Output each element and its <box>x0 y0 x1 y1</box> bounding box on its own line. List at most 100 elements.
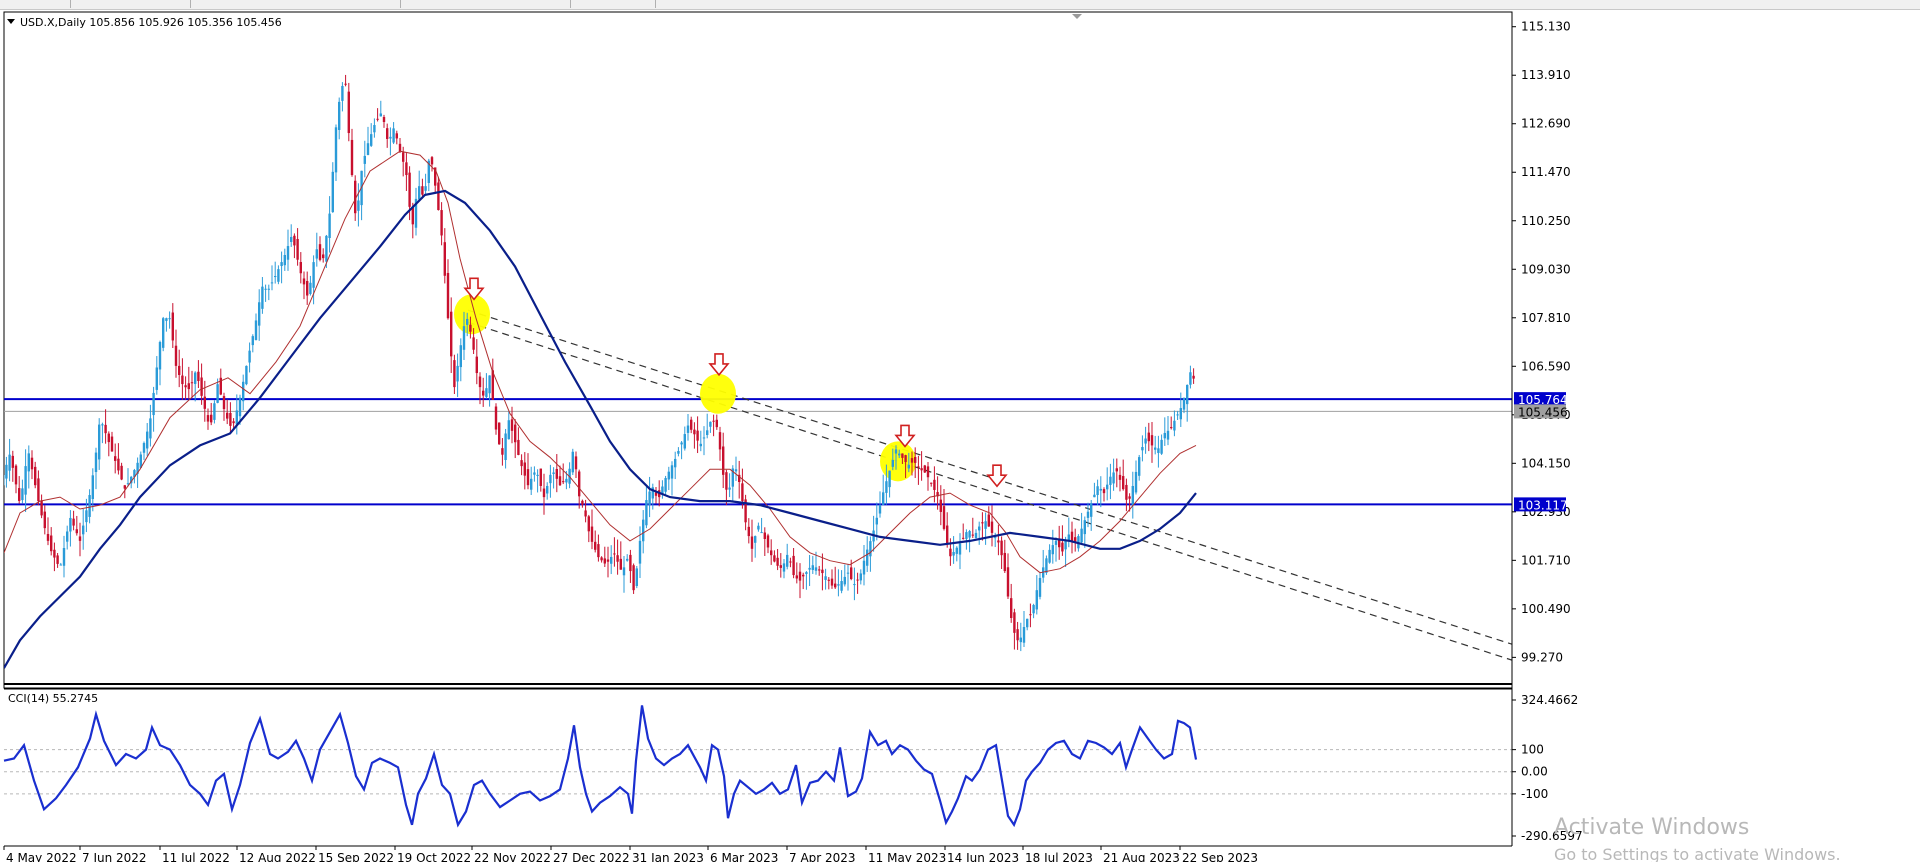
candle-up <box>907 464 910 469</box>
candle-down <box>914 456 917 463</box>
candle-up <box>248 350 251 363</box>
candle-down <box>587 516 590 532</box>
candle-up <box>462 326 466 350</box>
date-tick-label: 21 Aug 2023 <box>1103 851 1180 862</box>
candle-up <box>1048 549 1051 563</box>
candle-up <box>622 567 626 576</box>
cci-caption: CCI(14) 55.2745 <box>8 692 98 705</box>
candle-up <box>1032 605 1035 614</box>
candle-down <box>469 324 472 332</box>
candle-up <box>1134 471 1138 493</box>
candle-down <box>520 460 523 467</box>
down-arrow-icon <box>463 277 485 301</box>
candle-up <box>843 576 846 585</box>
date-tick-label: 15 Sep 2022 <box>318 851 394 862</box>
candle-up <box>146 431 149 449</box>
candle-up <box>357 200 360 211</box>
dashed-trendline <box>467 321 1512 661</box>
candle-down <box>581 500 584 505</box>
terminal-tab[interactable] <box>190 0 191 8</box>
candle-down <box>821 569 824 574</box>
candle-up <box>27 453 30 472</box>
terminal-tab[interactable] <box>400 0 401 8</box>
candle-up <box>1067 534 1070 542</box>
candle-up <box>894 449 898 454</box>
candle-up <box>782 563 786 572</box>
candle-down <box>498 422 501 445</box>
terminal-tab[interactable] <box>570 0 571 8</box>
price-tick-label: 99.270 <box>1521 650 1563 664</box>
candle-down <box>434 167 437 186</box>
candle-down <box>917 466 920 468</box>
candle-down <box>421 186 424 195</box>
candle-down <box>1029 614 1032 616</box>
candle-up <box>341 85 344 101</box>
candle-down <box>1013 612 1016 633</box>
candle-down <box>693 429 696 435</box>
candle-down <box>1016 629 1019 641</box>
candle-up <box>808 567 811 570</box>
price-tick-label: 115.130 <box>1521 20 1571 34</box>
candle-down <box>770 550 773 556</box>
candle-down <box>110 436 114 452</box>
candle-down <box>123 485 126 489</box>
candle-down <box>408 172 411 207</box>
candle-down <box>107 433 110 443</box>
candle-up <box>1019 637 1022 643</box>
candle-down <box>197 371 200 382</box>
candle-down <box>296 238 299 260</box>
candle-down <box>18 488 21 501</box>
cci-pane: CCI(14) 55.2745 <box>3 692 1512 828</box>
candle-down <box>50 535 53 552</box>
terminal-tab[interactable] <box>70 0 71 8</box>
terminal-tab-bar <box>0 0 1920 10</box>
candle-up <box>731 468 734 487</box>
terminal-tab[interactable] <box>655 0 656 8</box>
candle-up <box>1022 627 1026 643</box>
cci-axis: 324.4662 100 0.00 -100 -290.6597 <box>1511 12 1583 846</box>
candle-down <box>203 396 206 409</box>
candle-down <box>72 518 75 526</box>
date-tick-label: 31 Jan 2023 <box>632 851 704 862</box>
caption-dropdown-icon[interactable] <box>7 19 15 24</box>
candle-down <box>990 521 994 533</box>
candle-down <box>584 510 587 517</box>
candle-down <box>347 91 350 134</box>
candle-up <box>8 454 11 471</box>
shift-marker-icon[interactable] <box>1072 14 1082 19</box>
candle-down <box>293 235 296 246</box>
candle-down <box>453 360 456 388</box>
candle-down <box>997 540 1000 543</box>
candle-up <box>1141 447 1144 451</box>
cci-line <box>3 705 1198 828</box>
cci-tick-label: 100 <box>1521 743 1544 757</box>
candle-up <box>488 375 491 394</box>
candle-up <box>507 420 510 440</box>
candle-down <box>923 465 926 473</box>
candle-up <box>866 549 869 566</box>
candle-up <box>875 517 878 525</box>
candle-up <box>837 584 840 586</box>
price-tick-label: 106.590 <box>1521 359 1571 373</box>
candle-down <box>632 565 635 591</box>
candle-down <box>187 383 190 390</box>
candle-down <box>226 412 229 419</box>
trendline-channel[interactable] <box>467 309 1512 661</box>
level-label-box <box>1514 392 1566 407</box>
candle-up <box>869 541 872 557</box>
candle-down <box>696 430 699 441</box>
candle-down <box>594 541 597 550</box>
candle-up <box>309 282 312 294</box>
candle-down <box>78 536 82 541</box>
candle-down <box>222 396 226 410</box>
candle-up <box>456 365 459 382</box>
candle-down <box>11 455 14 468</box>
candle-up <box>1086 511 1090 518</box>
candle-down <box>856 579 859 581</box>
candle-up <box>162 318 165 348</box>
candle-down <box>933 479 936 490</box>
candle-down <box>939 499 942 512</box>
candle-down <box>1074 537 1077 543</box>
candle-up <box>1186 384 1189 405</box>
candle-up <box>552 472 555 474</box>
